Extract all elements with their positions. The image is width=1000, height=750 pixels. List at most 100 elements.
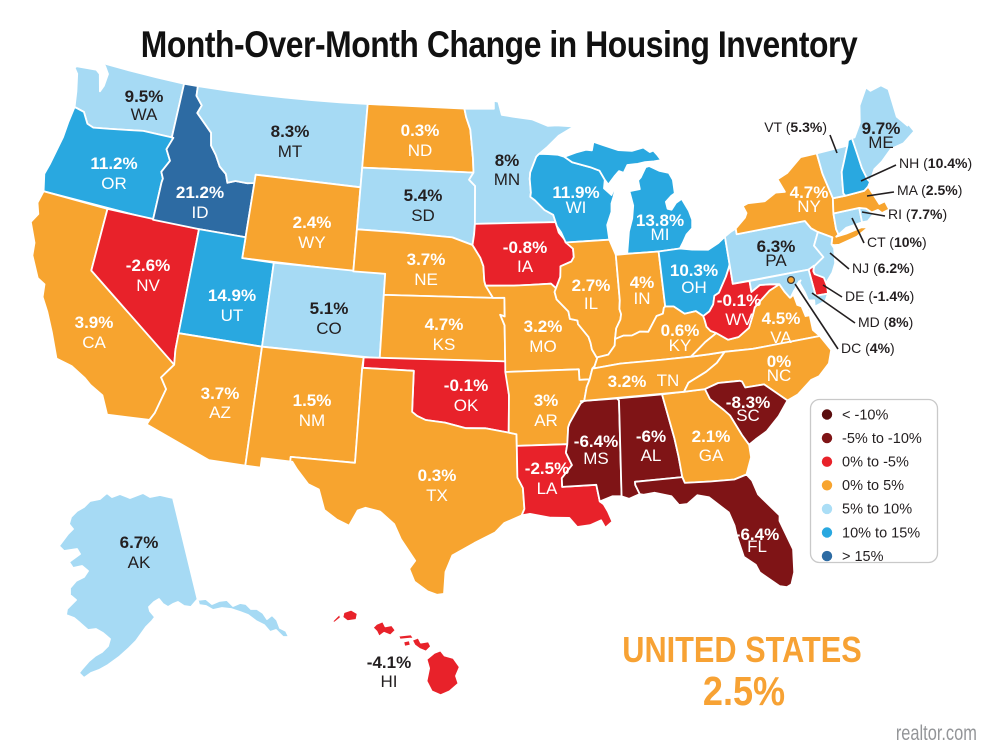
svg-text:OK: OK <box>454 396 479 415</box>
svg-text:IL: IL <box>584 294 598 313</box>
svg-text:MD (8%): MD (8%) <box>858 314 913 330</box>
svg-text:NH (10.4%): NH (10.4%) <box>899 155 972 171</box>
svg-text:IN: IN <box>634 289 651 308</box>
svg-text:DC (4%): DC (4%) <box>841 340 895 356</box>
svg-text:-6.4%: -6.4% <box>735 525 779 544</box>
svg-text:4.7%: 4.7% <box>790 183 829 202</box>
svg-text:MS: MS <box>583 449 609 468</box>
svg-text:NY: NY <box>797 197 821 216</box>
svg-text:3.7%: 3.7% <box>407 250 446 269</box>
svg-text:NV: NV <box>136 276 160 295</box>
svg-text:RI (7.7%): RI (7.7%) <box>888 206 947 222</box>
svg-text:TX: TX <box>426 486 448 505</box>
svg-text:MI: MI <box>651 225 670 244</box>
svg-text:LA: LA <box>537 479 558 498</box>
svg-text:> 15%: > 15% <box>842 549 884 565</box>
svg-text:8.3%: 8.3% <box>271 122 310 141</box>
svg-text:6.7%: 6.7% <box>120 533 159 552</box>
svg-text:CA: CA <box>82 333 106 352</box>
svg-text:OR: OR <box>101 174 127 193</box>
svg-text:WA: WA <box>131 105 158 124</box>
svg-text:0.3%: 0.3% <box>418 466 457 485</box>
svg-text:9.7%: 9.7% <box>862 119 901 138</box>
svg-text:0%: 0% <box>767 352 792 371</box>
svg-text:10.3%: 10.3% <box>670 261 718 280</box>
svg-text:NE: NE <box>414 270 438 289</box>
svg-text:2.7%: 2.7% <box>572 276 611 295</box>
svg-text:1.5%: 1.5% <box>293 391 332 410</box>
svg-text:MA (2.5%): MA (2.5%) <box>897 182 962 198</box>
svg-text:-0.1%: -0.1% <box>444 376 488 395</box>
svg-text:OH: OH <box>681 278 707 297</box>
svg-text:3.2%: 3.2% <box>524 317 563 336</box>
svg-text:-4.1%: -4.1% <box>367 653 411 672</box>
svg-text:6.3%: 6.3% <box>757 237 796 256</box>
svg-text:3.9%: 3.9% <box>75 313 114 332</box>
svg-text:11.9%: 11.9% <box>552 183 599 202</box>
svg-text:UT: UT <box>221 306 244 325</box>
svg-text:NJ (6.2%): NJ (6.2%) <box>852 260 914 276</box>
svg-text:AL: AL <box>641 446 662 465</box>
svg-text:-8.3%: -8.3% <box>726 393 770 412</box>
svg-text:HI: HI <box>381 672 398 691</box>
svg-text:TN: TN <box>657 371 680 390</box>
svg-text:ND: ND <box>408 141 433 160</box>
svg-text:-0.1%: -0.1% <box>717 291 761 310</box>
svg-text:4.7%: 4.7% <box>425 315 464 334</box>
svg-text:3.2%: 3.2% <box>608 372 647 391</box>
svg-text:WY: WY <box>298 233 325 252</box>
svg-text:-0.8%: -0.8% <box>503 238 547 257</box>
svg-text:21.2%: 21.2% <box>176 183 224 202</box>
svg-text:9.5%: 9.5% <box>125 87 164 106</box>
svg-text:3.7%: 3.7% <box>201 384 240 403</box>
svg-text:14.9%: 14.9% <box>208 286 256 305</box>
svg-text:SD: SD <box>411 206 435 225</box>
svg-text:MN: MN <box>494 170 520 189</box>
svg-text:WI: WI <box>566 198 587 217</box>
svg-text:KY: KY <box>669 336 692 355</box>
svg-text:4.5%: 4.5% <box>762 309 801 328</box>
svg-text:WV: WV <box>725 310 753 329</box>
svg-text:< -10%: < -10% <box>842 407 888 423</box>
svg-text:8%: 8% <box>495 151 520 170</box>
svg-text:0% to 5%: 0% to 5% <box>842 478 904 494</box>
svg-text:AK: AK <box>128 553 151 572</box>
svg-text:AZ: AZ <box>209 403 231 422</box>
svg-text:5% to 10%: 5% to 10% <box>842 502 912 518</box>
svg-text:11.2%: 11.2% <box>90 154 137 173</box>
svg-text:KS: KS <box>433 335 456 354</box>
svg-text:DE (-1.4%): DE (-1.4%) <box>845 288 914 304</box>
svg-text:VA: VA <box>770 328 792 347</box>
svg-text:PA: PA <box>765 251 787 270</box>
svg-text:2.1%: 2.1% <box>692 427 731 446</box>
svg-text:GA: GA <box>699 446 724 465</box>
svg-text:AR: AR <box>534 411 558 430</box>
svg-text:5.4%: 5.4% <box>404 186 443 205</box>
svg-text:ID: ID <box>192 203 209 222</box>
svg-text:-2.6%: -2.6% <box>126 256 170 275</box>
svg-text:SC: SC <box>736 406 760 425</box>
svg-text:4%: 4% <box>630 273 655 292</box>
svg-text:ME: ME <box>868 133 894 152</box>
svg-text:5.1%: 5.1% <box>310 299 349 318</box>
svg-text:NC: NC <box>767 366 792 385</box>
svg-text:10% to 15%: 10% to 15% <box>842 525 920 541</box>
svg-text:CT (10%): CT (10%) <box>867 234 927 250</box>
svg-text:FL: FL <box>747 537 767 556</box>
svg-text:NM: NM <box>299 411 325 430</box>
svg-text:-5% to -10%: -5% to -10% <box>842 431 922 447</box>
svg-text:VT (5.3%): VT (5.3%) <box>764 119 827 135</box>
svg-text:-2.5%: -2.5% <box>525 459 569 478</box>
svg-text:IA: IA <box>517 257 534 276</box>
svg-text:0% to -5%: 0% to -5% <box>842 455 909 471</box>
svg-text:13.8%: 13.8% <box>636 211 684 230</box>
svg-text:-6%: -6% <box>636 427 666 446</box>
svg-text:0.6%: 0.6% <box>661 321 700 340</box>
svg-text:-6.4%: -6.4% <box>574 432 618 451</box>
svg-text:0.3%: 0.3% <box>401 121 440 140</box>
svg-text:2.4%: 2.4% <box>293 213 332 232</box>
svg-text:CO: CO <box>316 319 342 338</box>
svg-text:3%: 3% <box>534 391 559 410</box>
svg-text:MT: MT <box>278 142 303 161</box>
svg-text:MO: MO <box>529 337 556 356</box>
